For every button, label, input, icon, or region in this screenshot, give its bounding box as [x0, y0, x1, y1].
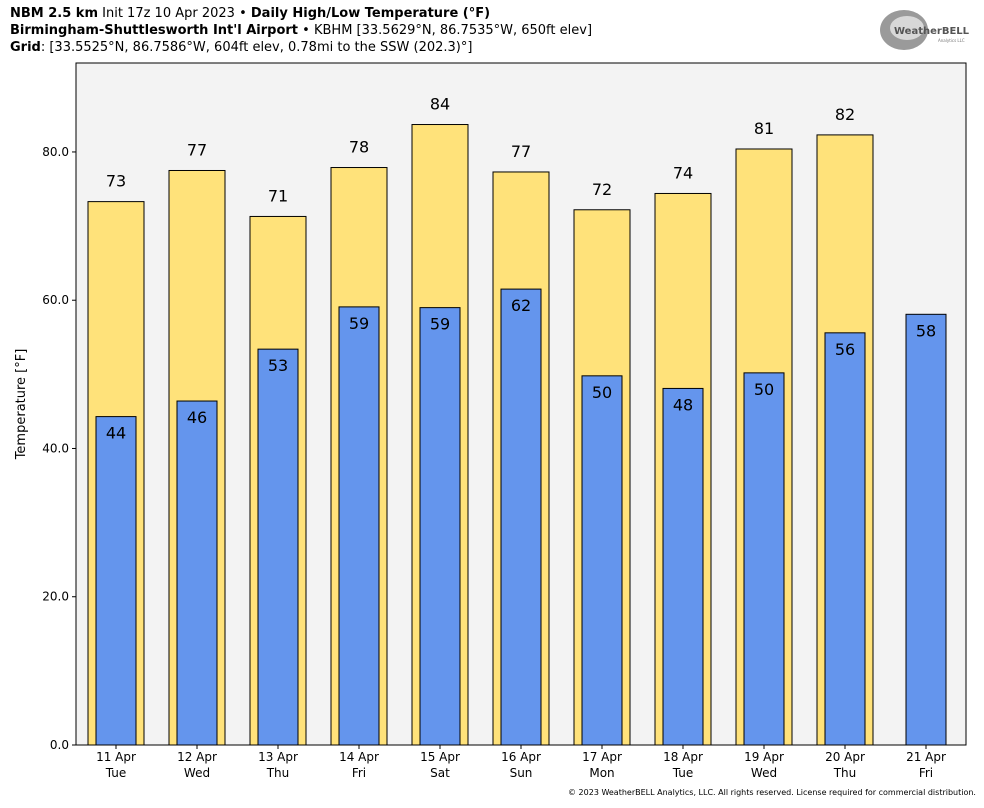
low-temp-bar	[662, 387, 704, 746]
x-tick-label-day: Thu	[833, 766, 857, 780]
x-tick-label-date: 20 Apr	[825, 750, 865, 764]
x-tick-label-day: Sat	[430, 766, 450, 780]
high-temp-label: 78	[349, 138, 369, 157]
header-line-1: NBM 2.5 km Init 17z 10 Apr 2023 • Daily …	[10, 5, 592, 22]
chart-header: NBM 2.5 km Init 17z 10 Apr 2023 • Daily …	[10, 5, 592, 56]
x-tick-label-date: 11 Apr	[96, 750, 136, 764]
grid-info: : [33.5525°N, 86.7586°W, 604ft elev, 0.7…	[40, 40, 473, 55]
low-temp-bar	[257, 348, 299, 746]
high-temp-label: 74	[673, 163, 693, 182]
low-temp-label: 62	[511, 296, 531, 315]
low-temp-label: 56	[835, 340, 855, 359]
low-temp-label: 44	[106, 424, 126, 443]
logo-swirl-inner	[890, 16, 924, 40]
x-tick-label-date: 18 Apr	[663, 750, 703, 764]
logo-text: WeatherBELL	[894, 26, 970, 37]
x-tick-label-day: Wed	[751, 766, 777, 780]
station-name: Birmingham-Shuttlesworth Int'l Airport	[10, 23, 299, 38]
low-temp-bar	[905, 313, 947, 746]
station-info: KBHM [33.5629°N, 86.7535°W, 650ft elev]	[313, 23, 593, 38]
init-time: Init 17z 10 Apr 2023	[102, 6, 235, 21]
x-tick-label-day: Tue	[672, 766, 694, 780]
low-temp-bar	[824, 332, 866, 746]
header-line-2: Birmingham-Shuttlesworth Int'l Airport •…	[10, 22, 592, 39]
product-title: Daily High/Low Temperature (°F)	[250, 6, 491, 21]
high-temp-label: 72	[592, 180, 612, 199]
y-tick-label: 60.0	[42, 293, 69, 307]
x-tick-label-date: 13 Apr	[258, 750, 298, 764]
high-temp-label: 81	[754, 119, 774, 138]
low-temp-bar	[743, 372, 785, 746]
x-tick-label-day: Mon	[589, 766, 614, 780]
copyright-notice: © 2023 WeatherBELL Analytics, LLC. All r…	[568, 788, 976, 797]
high-temp-label: 82	[835, 105, 855, 124]
model-name: NBM 2.5 km	[10, 6, 98, 21]
bullet: •	[302, 23, 310, 38]
x-tick-label-date: 12 Apr	[177, 750, 217, 764]
y-axis-label: Temperature [°F]	[14, 349, 29, 461]
x-tick-label-day: Wed	[184, 766, 210, 780]
bar-group: 73 44 77 46 71 53 78 59 84 59 77 62 72 50 74 48 81 50 82 56…	[87, 95, 947, 746]
logo-subtext: Analytics LLC	[938, 38, 965, 43]
low-temp-label: 50	[754, 380, 774, 399]
y-axis: 0.0 20.0 40.0 60.0 80.0	[42, 145, 76, 752]
x-tick-label-day: Tue	[105, 766, 127, 780]
high-temp-label: 73	[106, 172, 126, 191]
low-temp-label: 59	[349, 314, 369, 333]
low-temp-bar	[176, 400, 218, 746]
x-tick-label-date: 14 Apr	[339, 750, 379, 764]
grid-label: Grid	[10, 40, 41, 55]
low-temp-label: 46	[187, 408, 207, 427]
high-temp-label: 77	[511, 142, 531, 161]
x-tick-label-date: 16 Apr	[501, 750, 541, 764]
low-temp-bar	[581, 375, 623, 746]
high-temp-label: 77	[187, 140, 207, 159]
bullet: •	[239, 6, 247, 21]
y-tick-label: 80.0	[42, 145, 69, 159]
x-tick-label-day: Sun	[510, 766, 533, 780]
low-temp-label: 53	[268, 356, 288, 375]
x-tick-label-date: 15 Apr	[420, 750, 460, 764]
low-temp-label: 58	[916, 321, 936, 340]
high-temp-label: 84	[430, 95, 450, 114]
low-temp-bar	[338, 306, 380, 746]
y-tick-label: 40.0	[42, 441, 69, 455]
low-temp-label: 59	[430, 315, 450, 334]
x-tick-label-day: Thu	[266, 766, 290, 780]
low-temp-label: 48	[673, 395, 693, 414]
low-temp-bar	[500, 288, 542, 746]
x-tick-label-date: 17 Apr	[582, 750, 622, 764]
x-tick-label-day: Fri	[352, 766, 366, 780]
weatherbell-logo: WeatherBELL Analytics LLC	[880, 10, 970, 50]
x-tick-label-date: 21 Apr	[906, 750, 946, 764]
x-tick-label-day: Fri	[919, 766, 933, 780]
low-temp-label: 50	[592, 383, 612, 402]
y-tick-label: 20.0	[42, 590, 69, 604]
header-line-3: Grid: [33.5525°N, 86.7586°W, 604ft elev,…	[10, 39, 592, 56]
x-tick-label-date: 19 Apr	[744, 750, 784, 764]
high-temp-label: 71	[268, 186, 288, 205]
low-temp-bar	[419, 307, 461, 746]
y-tick-label: 0.0	[50, 738, 69, 752]
x-axis: 11 Apr Tue 12 Apr Wed 13 Apr Thu 14 Apr Fri 15 A…	[96, 745, 946, 780]
low-temp-bar	[95, 416, 137, 746]
